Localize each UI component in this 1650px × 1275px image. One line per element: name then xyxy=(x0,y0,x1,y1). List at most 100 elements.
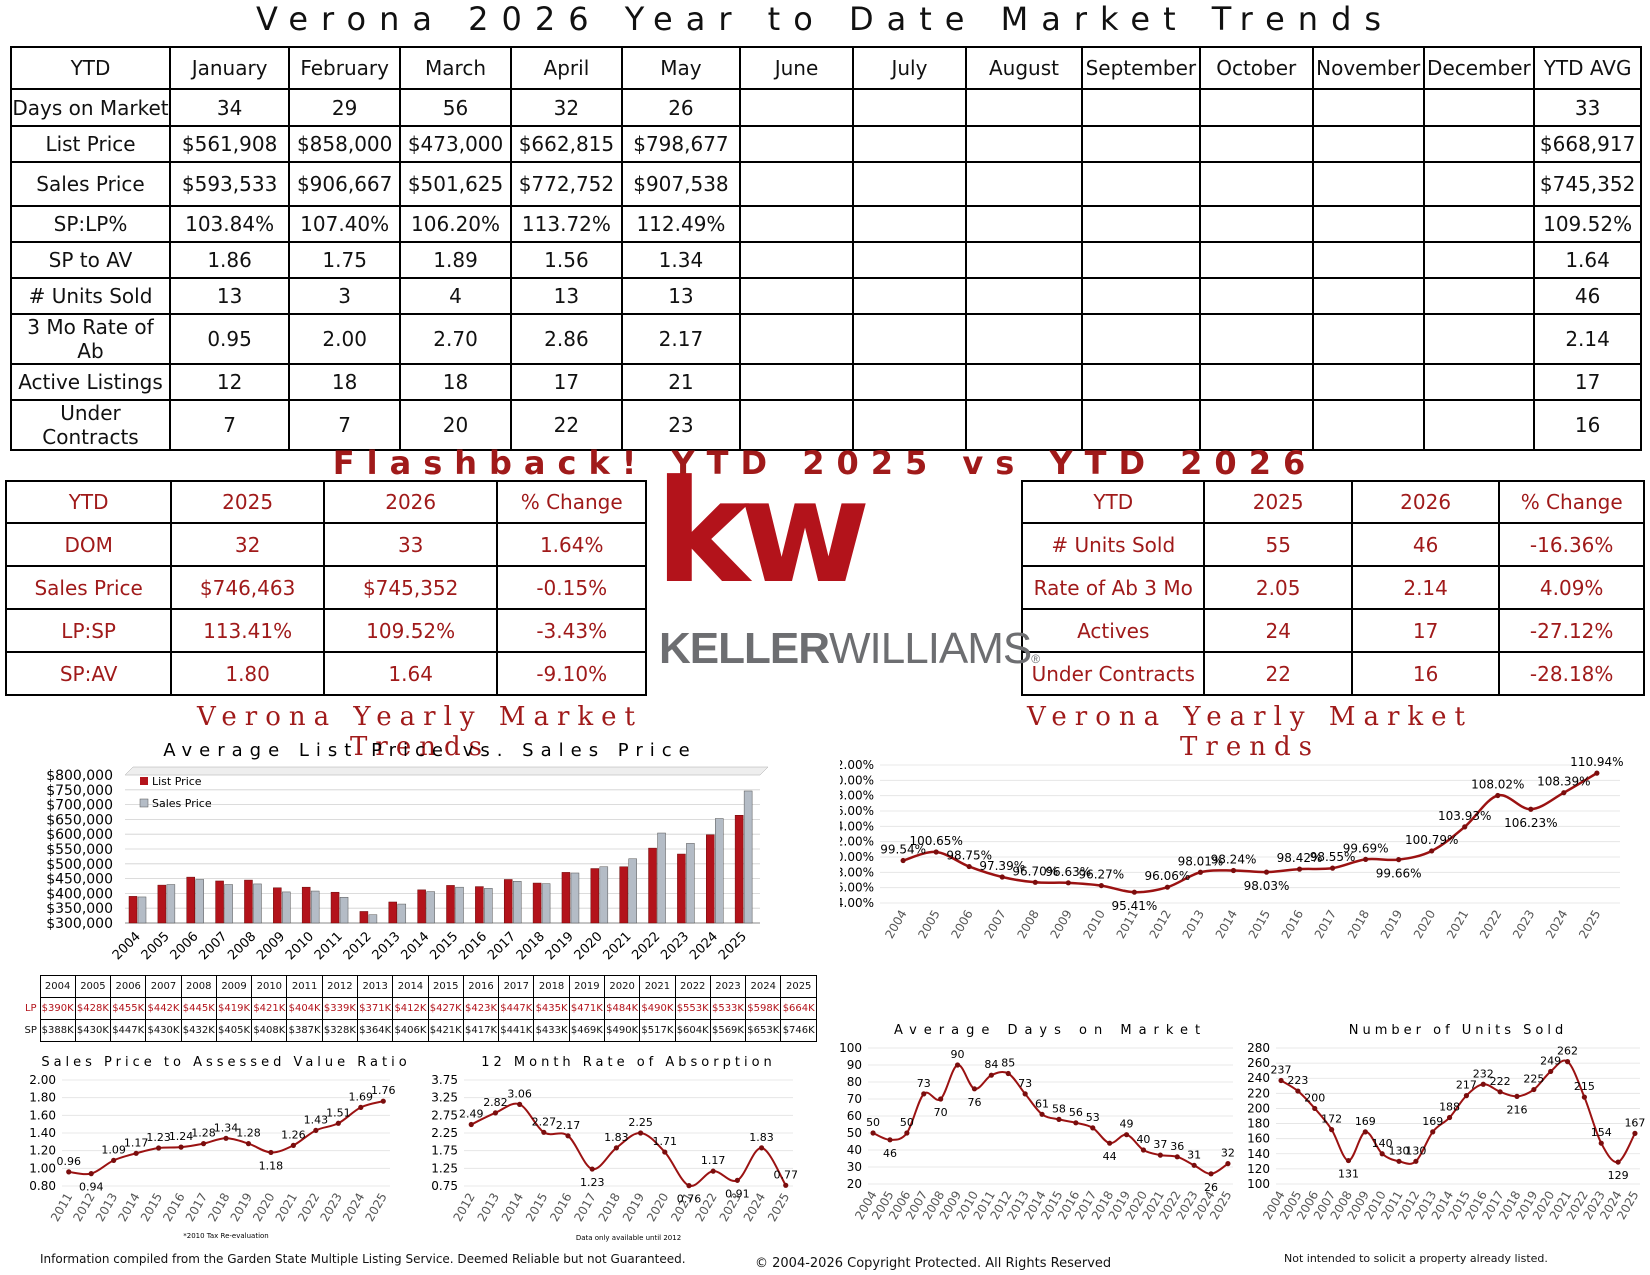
y-tick-label: $300,000 xyxy=(46,916,113,932)
legend-label-list-price: List Price xyxy=(152,775,202,788)
data-label: 1.28 xyxy=(236,1127,261,1140)
data-point xyxy=(870,1130,876,1136)
flashback-cell: Rate of Ab 3 Mo xyxy=(1020,565,1206,610)
ytd-row: Active Listings 12 18 18 17 21 17 xyxy=(10,363,1642,401)
y-tick-label: 2.25 xyxy=(431,1126,458,1140)
keller-williams-logo: kw KELLERWILLIAMS® xyxy=(655,462,1040,680)
x-tick-label: 2009 xyxy=(254,929,288,963)
lpsp-sp-cell: $569K xyxy=(709,1019,747,1042)
ytd-cell: 21 xyxy=(620,363,742,401)
flashback-header-cell: 2025 xyxy=(170,480,325,524)
flashback-cell: 33 xyxy=(322,522,499,567)
x-tick-label: 2022 xyxy=(295,1191,322,1224)
data-point xyxy=(734,1177,740,1183)
x-tick-label: 2007 xyxy=(196,929,230,963)
data-point xyxy=(1594,770,1600,776)
data-point xyxy=(335,1120,341,1126)
ytd-row-label: SP:LP% xyxy=(10,205,171,243)
bar-list-price xyxy=(128,896,138,924)
data-label: 53 xyxy=(1086,1111,1100,1124)
y-tick-label: 200 xyxy=(1247,1101,1270,1115)
data-point xyxy=(1295,1088,1301,1094)
x-tick-label: 2018 xyxy=(596,1191,623,1224)
data-point xyxy=(637,1130,644,1136)
data-point xyxy=(710,1168,716,1174)
x-tick-label: 2024 xyxy=(340,1191,367,1224)
data-label: 1.24 xyxy=(169,1130,194,1143)
legend-swatch-list-price xyxy=(140,777,148,785)
ytd-cell: 1.56 xyxy=(509,241,623,279)
flashback-header-row: YTD 2025 2026% Change xyxy=(1020,480,1645,524)
bar-sales-price xyxy=(715,818,724,924)
data-label: 44 xyxy=(1103,1150,1117,1163)
flashback-cell: -0.15% xyxy=(496,565,647,610)
y-tick-label: 50 xyxy=(847,1126,862,1140)
y-tick-label: 1.60 xyxy=(29,1108,56,1122)
data-label: 98.75% xyxy=(946,849,992,863)
ytd-cell xyxy=(739,241,854,279)
x-tick-label: 2004 xyxy=(110,929,144,963)
x-tick-label: 2010 xyxy=(1081,908,1108,941)
flashback-cell: Actives xyxy=(1020,608,1206,653)
data-point xyxy=(1039,1111,1045,1117)
ytd-avg-cell: 33 xyxy=(1533,88,1642,127)
data-point xyxy=(1531,1086,1537,1093)
y-tick-label: 0.75 xyxy=(431,1179,458,1193)
lpsp-year-cell: 2021 xyxy=(639,975,676,998)
data-point xyxy=(1107,1140,1113,1146)
flashback-cell: $745,352 xyxy=(322,565,499,610)
ytd-cell xyxy=(1422,241,1536,279)
data-point xyxy=(783,1182,789,1188)
bar-sales-price xyxy=(570,872,580,924)
legend-label-sales-price: Sales Price xyxy=(152,797,212,810)
lpsp-sp-cell: $405K xyxy=(215,1019,253,1042)
data-label: 76 xyxy=(967,1096,981,1109)
flashback-cell: 4.09% xyxy=(1498,565,1645,610)
lpsp-year-cell: 2006 xyxy=(110,975,147,998)
x-tick-label: 2022 xyxy=(629,929,663,963)
x-tick-label: 2017 xyxy=(485,929,519,963)
data-point xyxy=(200,1141,207,1147)
bar-sales-price xyxy=(743,790,753,924)
y-tick-label: 1.00 xyxy=(29,1161,56,1175)
y-tick-label: $700,000 xyxy=(46,798,113,814)
data-point xyxy=(1615,1159,1621,1165)
ytd-cell: 2.17 xyxy=(620,313,742,365)
y-tick-label: 140 xyxy=(1247,1147,1270,1161)
bar-list-price xyxy=(330,891,340,924)
data-label: 32 xyxy=(1221,1147,1235,1160)
data-label: 2.27 xyxy=(532,1115,557,1128)
ytd-cell: $906,667 xyxy=(288,161,402,207)
ytd-cell: 112.49% xyxy=(620,205,742,243)
ytd-cell: 18 xyxy=(399,363,512,401)
ytd-cell xyxy=(851,161,967,207)
data-label: 0.77 xyxy=(773,1168,798,1181)
y-tick-label: 40 xyxy=(847,1143,862,1157)
data-label: 85 xyxy=(1001,1057,1015,1070)
ytd-cell: 1.34 xyxy=(620,241,742,279)
data-label: 31 xyxy=(1187,1148,1201,1161)
y-tick-label: 240 xyxy=(1247,1071,1270,1085)
data-label: 96.70% xyxy=(1012,864,1058,878)
lpsp-lp-cell: $435K xyxy=(533,997,570,1020)
ytd-cell xyxy=(1081,205,1201,243)
flashback-header-row: YTD 2025 2026% Change xyxy=(4,480,647,524)
data-label: 1.28 xyxy=(191,1127,216,1140)
flashback-cell: -9.10% xyxy=(496,651,647,696)
y-tick-label: 1.40 xyxy=(29,1126,56,1140)
data-label: 98.42% xyxy=(1277,851,1323,865)
footer-copyright: © 2004-2026 Copyright Protected. All Rig… xyxy=(755,1256,1112,1271)
ytd-row-label: Sales Price xyxy=(10,161,171,207)
flashback-row: LP:SP 113.41% 109.52% -3.43% xyxy=(4,608,647,653)
ytd-cell xyxy=(1422,88,1536,127)
bar-list-price xyxy=(619,866,628,924)
lpsp-row-label: LP xyxy=(24,1003,37,1014)
lp-sp-value-table: 2004 2005 2006 2007 2008 2009 2010 2011 2012 2013… xyxy=(22,975,817,1042)
data-point xyxy=(900,857,906,864)
y-tick-label: 20 xyxy=(847,1177,862,1191)
data-label: 0.76 xyxy=(677,1193,702,1206)
data-label: 73 xyxy=(917,1077,931,1090)
x-tick-label: 2019 xyxy=(543,929,577,963)
ytd-cell: 56 xyxy=(399,88,512,127)
lpsp-year-cell: 2012 xyxy=(321,975,359,998)
